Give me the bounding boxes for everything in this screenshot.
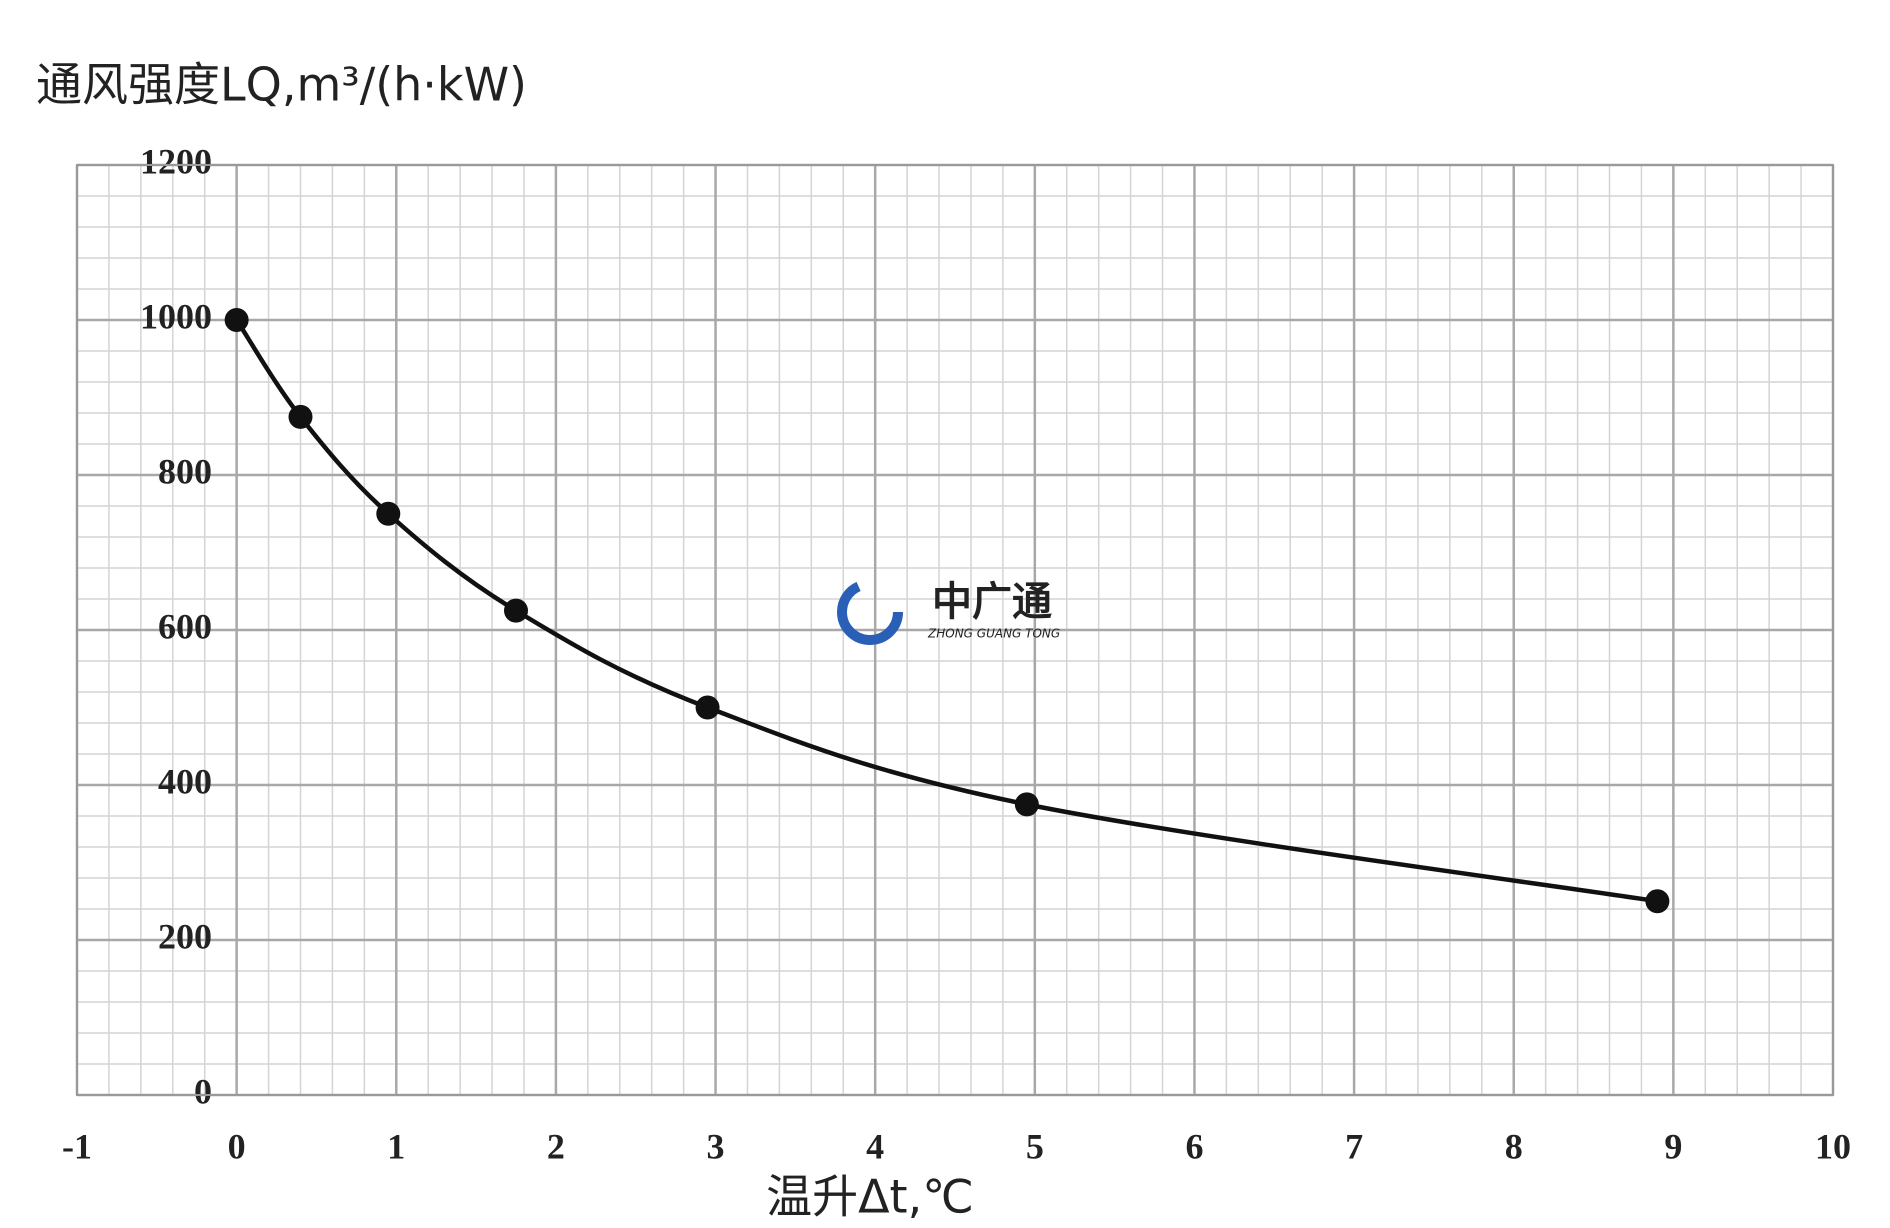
point xyxy=(695,695,720,720)
plot-frame xyxy=(76,164,1834,1096)
point xyxy=(1645,889,1670,914)
x-tick-label: 8 xyxy=(1505,1126,1523,1166)
y-tick-label: 1200 xyxy=(140,141,212,181)
point xyxy=(1014,792,1039,817)
line xyxy=(234,318,1658,904)
y-tick-label: 600 xyxy=(158,606,212,646)
x-tick-label: 7 xyxy=(1345,1126,1363,1166)
y-axis-label: 通风强度LQ,m³/(h·kW) xyxy=(36,58,527,112)
x-tick-label: 3 xyxy=(707,1126,725,1166)
x-tick-label: 2 xyxy=(547,1126,565,1166)
y-tick-label: 200 xyxy=(158,916,212,956)
x-tick-label: 1 xyxy=(387,1126,405,1166)
point xyxy=(376,501,401,526)
x-tick-label: 4 xyxy=(866,1126,884,1166)
y-tick-label: 1000 xyxy=(140,296,212,336)
point xyxy=(224,308,249,332)
y-tick-label: 400 xyxy=(158,761,212,801)
x-tick-label: 10 xyxy=(1815,1126,1851,1166)
watermark-logo xyxy=(837,579,903,645)
y-tick-label: 0 xyxy=(194,1071,212,1111)
y-tick-label: 800 xyxy=(158,451,212,491)
point xyxy=(504,598,528,623)
x-axis-label: 温升Δt,℃ xyxy=(766,1170,974,1224)
point xyxy=(288,404,313,429)
x-tick-label: 0 xyxy=(228,1126,246,1166)
watermark-subtext: ZHONG GUANG TONG xyxy=(927,627,1060,641)
x-tick-label: -1 xyxy=(62,1126,92,1166)
x-tick-label: 9 xyxy=(1664,1126,1682,1166)
x-tick-label: 6 xyxy=(1185,1126,1203,1166)
watermark-text: 中广通 xyxy=(932,579,1052,625)
x-tick-label: 5 xyxy=(1026,1126,1044,1166)
